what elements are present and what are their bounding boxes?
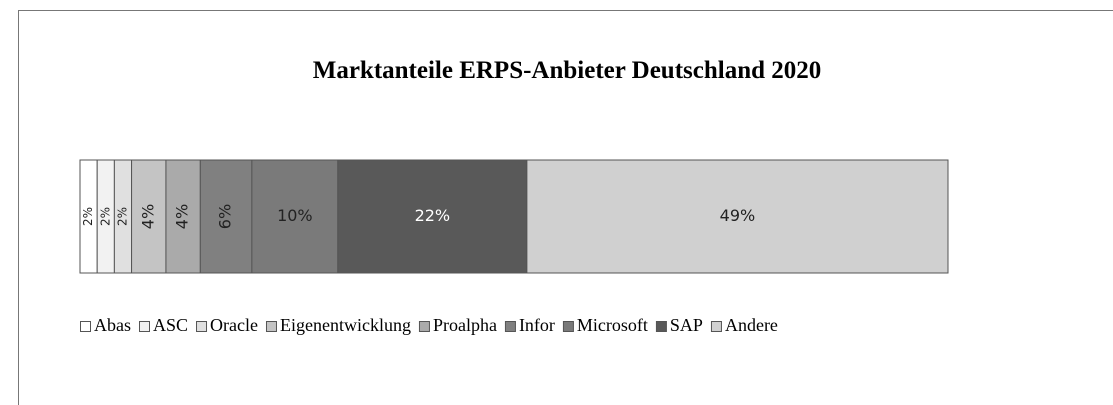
- chart-title: Marktanteile ERPS-Anbieter Deutschland 2…: [313, 57, 822, 84]
- legend-label: Andere: [725, 315, 778, 335]
- legend-swatch: [418, 321, 430, 332]
- legend-label: ASC: [153, 315, 188, 335]
- data-label: 2%: [98, 207, 112, 226]
- legend-swatch: [80, 321, 91, 332]
- legend-label: Infor: [519, 315, 555, 335]
- legend-swatch: [265, 321, 277, 332]
- legend-label: Proalpha: [433, 315, 497, 335]
- bar-segment: [131, 159, 167, 274]
- legend-swatch: [139, 321, 150, 332]
- data-label: 4%: [138, 204, 157, 229]
- data-label: 2%: [115, 207, 129, 226]
- legend-label: Oracle: [210, 315, 258, 335]
- data-label: 49%: [720, 206, 756, 225]
- frame: [18, 10, 1113, 405]
- legend-label: Microsoft: [577, 315, 648, 335]
- legend-swatch: [562, 321, 574, 332]
- legend-swatch: [504, 321, 516, 332]
- legend-swatch: [710, 321, 722, 332]
- legend-swatch: [196, 321, 208, 332]
- legend-label: Abas: [94, 315, 131, 335]
- legend-swatch: [655, 321, 667, 332]
- data-label: 6%: [216, 204, 235, 229]
- bar-segment: [251, 159, 339, 274]
- legend-label: SAP: [670, 315, 703, 335]
- data-label: 4%: [173, 204, 192, 229]
- bar-segment: [526, 159, 949, 274]
- data-label: 2%: [81, 207, 95, 226]
- data-label: 10%: [277, 206, 313, 225]
- legend-label: Eigenentwicklung: [280, 315, 411, 335]
- data-label: 22%: [415, 206, 451, 225]
